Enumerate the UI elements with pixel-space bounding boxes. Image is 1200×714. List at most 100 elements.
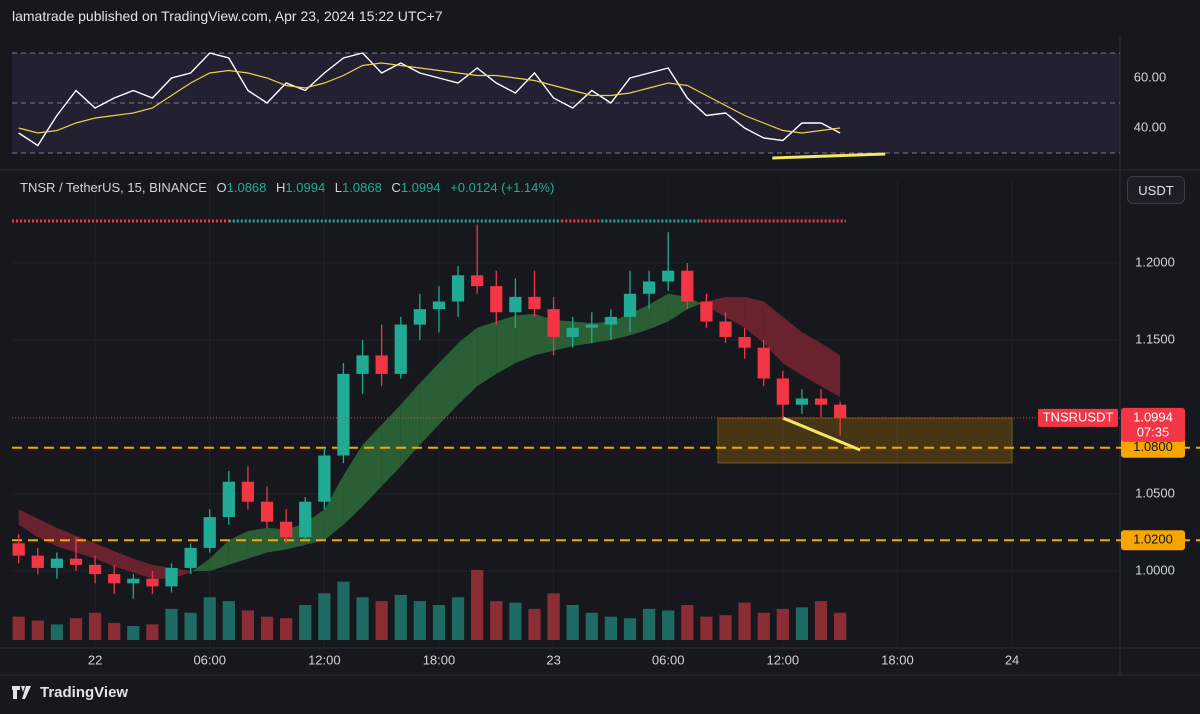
x-tick-label: 23 [546, 652, 560, 667]
symbol-label-box [1038, 408, 1118, 427]
ribbon-segment [362, 424, 382, 507]
currency-button[interactable]: USDT [1127, 176, 1185, 204]
brand-name: TradingView [40, 684, 129, 701]
candle-body [222, 481, 235, 518]
trendline [782, 416, 861, 452]
volume-bar [566, 605, 579, 640]
candle-body [241, 481, 255, 502]
symbol-legend: TNSR / TetherUS, 15, BINANCE O1.0868 H1.… [20, 180, 554, 195]
volume-bar [795, 607, 809, 640]
candle-body [31, 555, 44, 568]
x-tick-label: 12:00 [308, 652, 341, 667]
ribbon-segment [419, 363, 439, 445]
volume-bar [432, 605, 446, 640]
candle-body [394, 324, 407, 374]
x-tick-label: 18:00 [423, 652, 456, 667]
volume-bar [834, 612, 847, 640]
ribbon-segment [744, 296, 764, 344]
candle-body [642, 281, 656, 294]
candle-body [585, 324, 598, 328]
rsi-line [18, 62, 841, 134]
volume-bar [642, 608, 656, 640]
ohlc-label: H [276, 180, 286, 195]
volume-bar [12, 616, 25, 640]
candle-body [738, 336, 751, 348]
candle-body [814, 398, 828, 405]
ribbon-segment [725, 296, 745, 328]
candle-body [50, 558, 64, 568]
x-tick-label: 18:00 [881, 652, 914, 667]
volume-bar [604, 616, 618, 640]
candle-body [203, 517, 216, 548]
x-tick-label: 06:00 [193, 652, 226, 667]
last-price-box [1121, 407, 1185, 442]
candle-body [108, 574, 121, 584]
level-label: 1.0200 [1133, 532, 1173, 547]
symbol-label: TNSRUSDT [1043, 409, 1114, 424]
y-tick-label: 1.2000 [1135, 254, 1175, 269]
ohlc-label: C [391, 180, 401, 195]
symbol-title: TNSR / TetherUS, 15, BINANCE [20, 180, 207, 195]
volume-bar [222, 601, 235, 640]
volume-bar [451, 597, 465, 640]
candle-body [566, 327, 579, 337]
volume-bar [356, 597, 369, 640]
volume-bar [509, 602, 522, 640]
candle-body [127, 578, 140, 584]
candle-body [375, 355, 388, 374]
volume-bar [738, 602, 751, 640]
ribbon-segment [821, 343, 841, 397]
footer: TradingView [12, 684, 128, 701]
candle-body [604, 316, 618, 325]
x-tick-label: 06:00 [652, 652, 685, 667]
ribbon-segment [209, 540, 229, 572]
last-price-label: 1.0994 [1133, 409, 1173, 424]
ohlc-value: 1.0994 [400, 180, 441, 195]
candle-body [471, 275, 484, 287]
trendline [772, 152, 886, 160]
volume-bar [299, 605, 312, 640]
volume-bar [69, 618, 83, 640]
candle-body [299, 501, 312, 538]
y-tick-label: 1.0500 [1135, 485, 1175, 500]
volume-bar [127, 626, 140, 640]
candle-body [700, 301, 713, 322]
candle-body [662, 270, 675, 282]
x-tick-label: 24 [1005, 652, 1019, 667]
ohlc-value: 1.0868 [342, 180, 382, 195]
x-tick-label: 12:00 [767, 652, 800, 667]
candle-body [509, 296, 522, 313]
volume-bar [260, 616, 274, 640]
volume-bar [719, 615, 732, 640]
candle-body [146, 578, 159, 587]
volume-bar [375, 601, 388, 640]
candle-body [318, 455, 331, 502]
ohlc-value: 1.0868 [226, 180, 267, 195]
ribbon-segment [324, 475, 344, 541]
brand-logo [12, 685, 31, 699]
level-label-box [1121, 530, 1185, 551]
ribbon-segment [114, 550, 134, 573]
candle-body [432, 301, 446, 310]
ribbon-segment [18, 509, 38, 538]
volume-bar [394, 594, 407, 640]
ribbon-segment [381, 404, 401, 487]
volume-bar [337, 581, 350, 640]
ribbon-segment [438, 343, 459, 425]
countdown-label: 07:35 [1137, 424, 1170, 439]
volume-bar [623, 618, 637, 640]
volume-bar [241, 610, 255, 640]
candle-body [776, 378, 789, 405]
volume-bar [280, 618, 293, 640]
volume-bar [662, 610, 675, 640]
candle-body [795, 398, 809, 405]
ribbon-segment [649, 293, 669, 330]
candle-body [184, 547, 197, 568]
volume-bar [203, 597, 216, 640]
ribbon-segment [458, 327, 478, 405]
ribbon-segment [343, 444, 363, 525]
ohlc-label: O [216, 180, 227, 195]
candle-body [681, 270, 694, 302]
